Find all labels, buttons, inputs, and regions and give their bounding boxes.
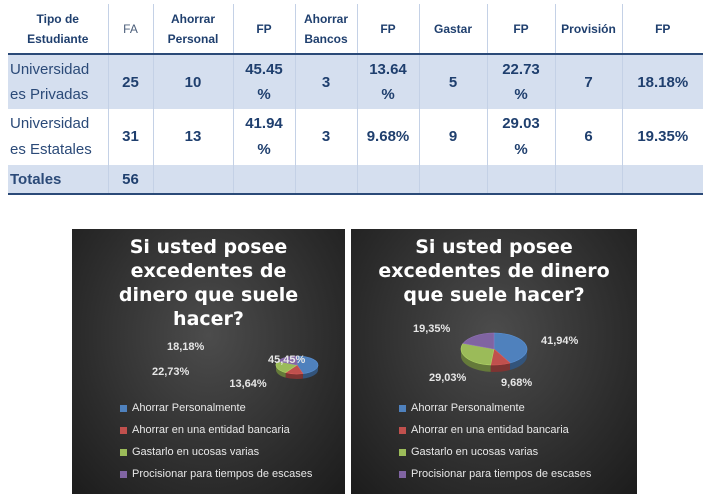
table-cell: 18.18% bbox=[621, 54, 703, 109]
totals-fa: 56 bbox=[107, 165, 153, 195]
table-cell bbox=[232, 165, 295, 195]
table-cell: 13 bbox=[152, 109, 233, 165]
data-label: 18,18% bbox=[167, 341, 205, 353]
table-row: Universidad es Privadas 25 10 45.45% 3 13… bbox=[8, 54, 703, 109]
legend-swatch bbox=[399, 471, 406, 478]
row-label: Universidad es Estatales bbox=[8, 109, 108, 165]
table-cell bbox=[152, 165, 233, 195]
data-label: 9,68% bbox=[501, 377, 532, 389]
table-cell: 7 bbox=[554, 54, 622, 109]
legend-item: Ahorrar Personalmente bbox=[399, 397, 591, 419]
data-label: 45,45% bbox=[268, 354, 306, 366]
data-label: 22,73% bbox=[152, 366, 190, 378]
header-cell: Tipo de Estudiante bbox=[8, 4, 108, 55]
table-cell bbox=[418, 165, 487, 195]
header-cell: FP bbox=[232, 4, 295, 55]
data-label: 19,35% bbox=[413, 323, 451, 335]
legend-swatch bbox=[399, 405, 406, 412]
pie-chart-2: 41,94% 9,68% 29,03% 19,35% bbox=[413, 323, 579, 389]
table-cell: 3 bbox=[294, 54, 357, 109]
table-row: Universidad es Estatales 31 13 41.94% 3 9… bbox=[8, 109, 703, 165]
header-cell: FP bbox=[356, 4, 419, 55]
table-cell: 29.03% bbox=[486, 109, 555, 165]
table-cell: 22.73% bbox=[486, 54, 555, 109]
table-cell: 9 bbox=[418, 109, 487, 165]
header-cell: Provisión bbox=[554, 4, 622, 55]
header-cell: Ahorrar Bancos bbox=[294, 4, 357, 55]
data-label: 13,64% bbox=[229, 378, 267, 390]
legend-item: Procisionar para tiempos de escases bbox=[120, 463, 312, 485]
table-cell: 5 bbox=[418, 54, 487, 109]
table-cell bbox=[486, 165, 555, 195]
pie-slice bbox=[460, 343, 495, 366]
legend-swatch bbox=[399, 427, 406, 434]
table-cell bbox=[294, 165, 357, 195]
pie-slice bbox=[462, 332, 495, 350]
pie-slice bbox=[296, 355, 319, 374]
summary-table: Tipo de Estudiante FA Ahorrar Personal F… bbox=[8, 4, 703, 195]
data-label: 29,03% bbox=[429, 372, 467, 384]
table-cell: 25 bbox=[107, 54, 153, 109]
legend-swatch bbox=[120, 449, 127, 456]
pie-chart-panel-2: Si usted posee excedentes de dinero que … bbox=[351, 229, 637, 494]
table-cell: 6 bbox=[554, 109, 622, 165]
chart-title: Si usted posee excedentes de dinero que … bbox=[378, 236, 610, 306]
table-cell: 9.68% bbox=[356, 109, 419, 165]
table-cell: 31 bbox=[107, 109, 153, 165]
legend-swatch bbox=[120, 471, 127, 478]
header-cell: FP bbox=[486, 4, 555, 55]
header-cell: FP bbox=[621, 4, 703, 55]
table-header-row: Tipo de Estudiante FA Ahorrar Personal F… bbox=[8, 4, 703, 55]
pie-slice-side bbox=[302, 365, 318, 379]
legend-item: Gastarlo en ucosas varias bbox=[120, 441, 312, 463]
table-cell bbox=[621, 165, 703, 195]
row-label: Universidad es Privadas bbox=[8, 54, 108, 109]
legend-item: Ahorrar en una entidad bancaria bbox=[399, 419, 591, 441]
legend-swatch bbox=[120, 405, 127, 412]
pie-slice-side bbox=[510, 349, 527, 370]
table-cell: 45.45% bbox=[232, 54, 295, 109]
pie-chart-panel-1: Si usted posee excedentes de dinero que … bbox=[72, 229, 345, 494]
header-cell: Ahorrar Personal bbox=[152, 4, 233, 55]
table-cell bbox=[356, 165, 419, 195]
pie-chart-1: 45,45%13,64% 22,73% 18,18% bbox=[152, 341, 319, 390]
totals-row: Totales 56 bbox=[8, 165, 703, 195]
header-cell: Gastar bbox=[418, 4, 487, 55]
legend-item: Procisionar para tiempos de escases bbox=[399, 463, 591, 485]
pie-slice bbox=[493, 332, 528, 364]
table-cell: 41.94% bbox=[232, 109, 295, 165]
legend-item: Ahorrar en una entidad bancaria bbox=[120, 419, 312, 441]
chart-legend: Ahorrar Personalmente Ahorrar en una ent… bbox=[399, 397, 591, 485]
legend-swatch bbox=[399, 449, 406, 456]
table-cell: 19.35% bbox=[621, 109, 703, 165]
pie-slice bbox=[277, 355, 298, 366]
chart-legend: Ahorrar Personalmente Ahorrar en una ent… bbox=[120, 397, 312, 485]
legend-item: Gastarlo en ucosas varias bbox=[399, 441, 591, 463]
table-cell: 3 bbox=[294, 109, 357, 165]
legend-item: Ahorrar Personalmente bbox=[120, 397, 312, 419]
totals-label: Totales bbox=[8, 165, 108, 195]
header-cell: FA bbox=[107, 4, 153, 55]
table-cell: 13.64% bbox=[356, 54, 419, 109]
table-cell bbox=[554, 165, 622, 195]
pie-slice-side bbox=[461, 349, 491, 372]
table-cell: 10 bbox=[152, 54, 233, 109]
chart-title: Si usted posee excedentes de dinero que … bbox=[118, 236, 299, 330]
pie-slice-side bbox=[276, 365, 286, 378]
data-label: 41,94% bbox=[541, 335, 579, 347]
legend-swatch bbox=[120, 427, 127, 434]
